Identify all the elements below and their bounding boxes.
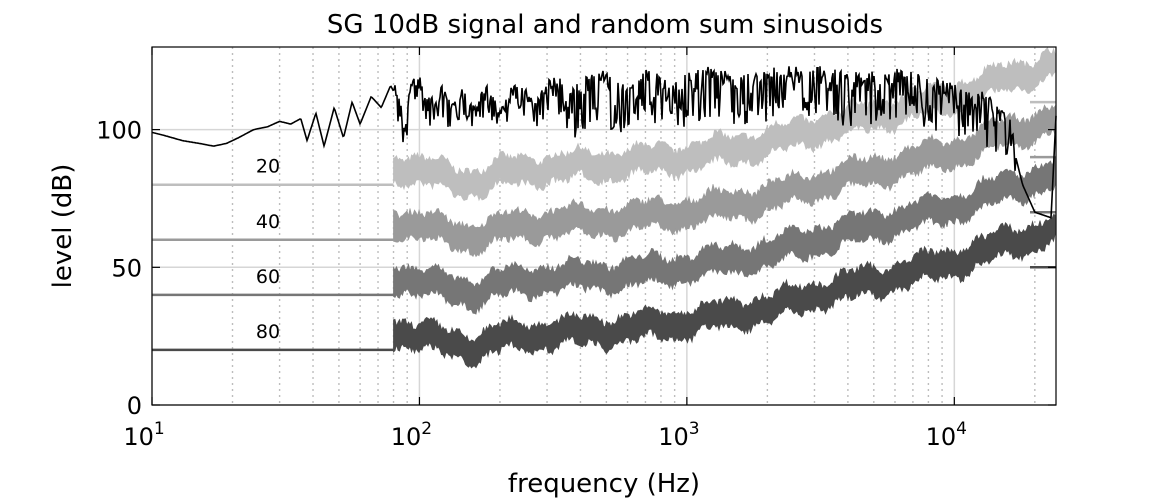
y-tick-label: 50 bbox=[111, 254, 142, 282]
series-60: 60 bbox=[152, 156, 1056, 315]
y-tick-label: 100 bbox=[96, 117, 142, 145]
x-tick-label: 103 bbox=[658, 419, 699, 451]
y-tick-label: 0 bbox=[127, 392, 142, 420]
x-tick-base: 10 bbox=[391, 423, 422, 451]
signal-layer bbox=[151, 66, 1057, 219]
x-tick-base: 10 bbox=[926, 423, 957, 451]
y-axis-label: level (dB) bbox=[48, 164, 78, 289]
x-tick-exponent: 2 bbox=[421, 419, 432, 439]
series-40: 40 bbox=[152, 104, 1056, 258]
x-tick-exponent: 4 bbox=[956, 419, 967, 439]
x-tick-base: 10 bbox=[123, 423, 154, 451]
series-band bbox=[393, 156, 1056, 315]
chart-title: SG 10dB signal and random sum sinusoids bbox=[327, 10, 883, 40]
x-tick-label: 101 bbox=[123, 419, 164, 451]
x-tick-label: 104 bbox=[926, 419, 967, 451]
x-tick-label: 102 bbox=[391, 419, 432, 451]
series-80: 80 bbox=[152, 214, 1056, 369]
x-tick-base: 10 bbox=[658, 423, 689, 451]
series-label: 80 bbox=[256, 321, 280, 343]
series-20: 20 bbox=[152, 47, 1056, 202]
series-band bbox=[393, 47, 1056, 202]
series-label: 20 bbox=[256, 156, 280, 178]
x-axis-label: frequency (Hz) bbox=[508, 469, 700, 499]
signal-line bbox=[151, 66, 1057, 219]
series-label: 40 bbox=[256, 211, 280, 233]
plot-frame bbox=[151, 46, 1057, 406]
series-band bbox=[393, 214, 1056, 369]
x-tick-exponent: 3 bbox=[689, 419, 700, 439]
series-label: 60 bbox=[256, 266, 280, 288]
x-tick-exponent: 1 bbox=[154, 419, 165, 439]
